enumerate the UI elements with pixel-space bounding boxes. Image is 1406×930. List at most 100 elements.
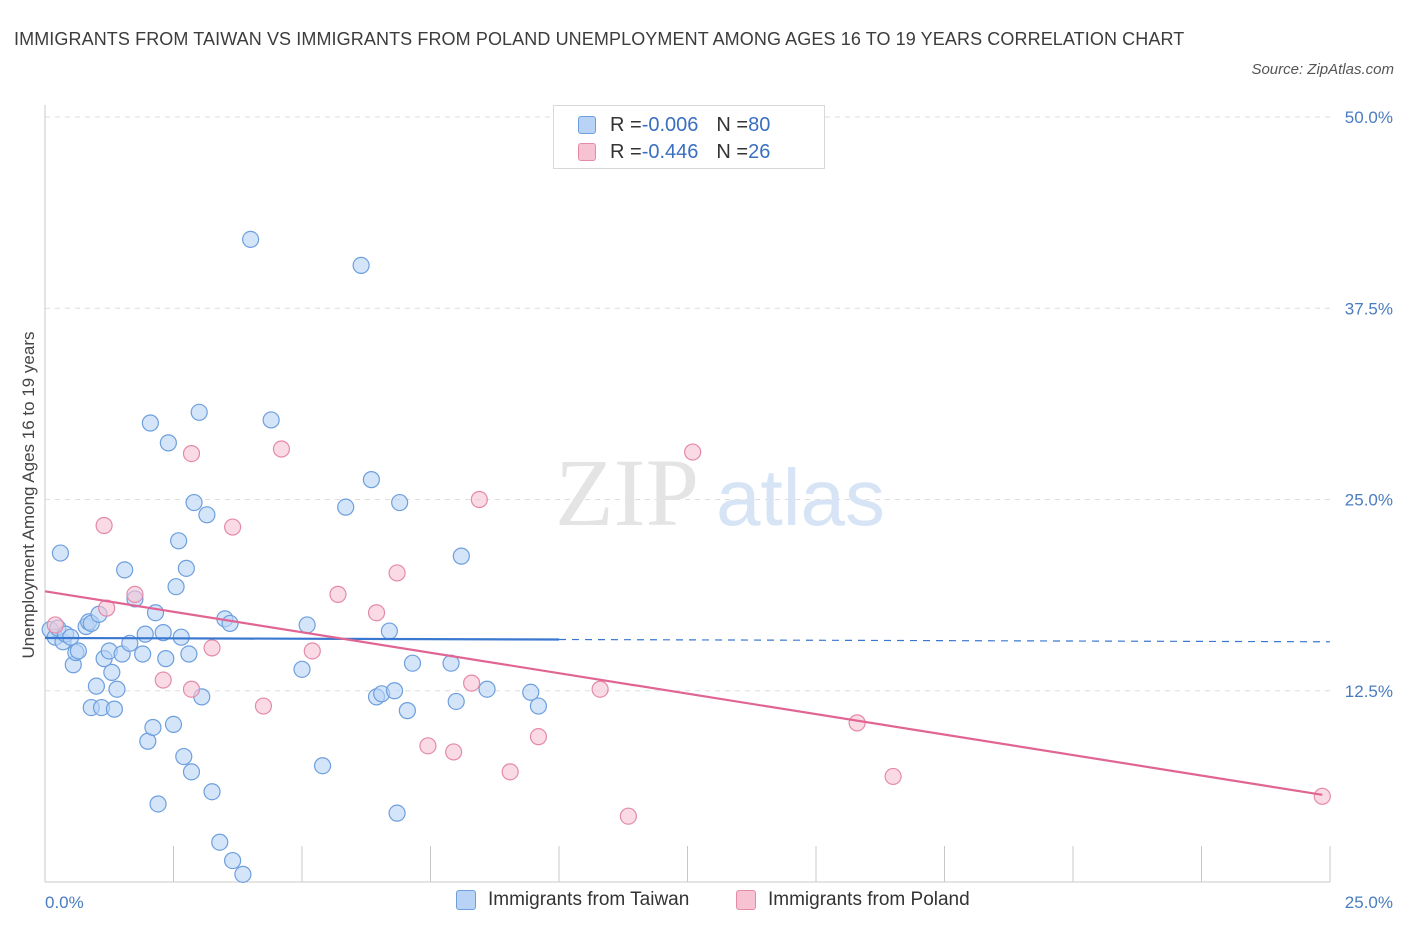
poland-point-14: [388, 564, 406, 582]
poland-point-15: [419, 737, 437, 755]
taiwan-point-58: [313, 757, 332, 775]
grid-lines: [45, 116, 1330, 692]
taiwan-point-3: [51, 544, 70, 562]
taiwan-point-56: [293, 660, 311, 678]
taiwan-point-34: [157, 650, 175, 668]
taiwan-point-51: [221, 614, 239, 633]
taiwan-trend-extension: [558, 638, 1331, 643]
bottom-legend-label-poland: Immigrants from Poland: [768, 889, 970, 910]
taiwan-point-39: [172, 628, 190, 646]
legend-taiwan-r-value: -0.006: [641, 113, 699, 136]
taiwan-point-35: [159, 434, 177, 452]
poland-point-19: [501, 763, 519, 781]
bottom-legend-swatch-taiwan: [456, 890, 476, 910]
legend-taiwan-r-label: R =: [610, 113, 642, 136]
poland-point-13: [367, 604, 386, 622]
trend-lines: [44, 590, 1331, 796]
poland-point-0: [46, 616, 64, 634]
taiwan-point-40: [175, 747, 193, 766]
y-axis-label: Unemployment Among Ages 16 to 19 years: [19, 332, 38, 659]
taiwan-point-43: [182, 763, 201, 781]
poland-point-4: [154, 671, 172, 689]
poland-point-7: [203, 639, 221, 657]
poland-point-10: [272, 440, 291, 458]
taiwan-point-65: [385, 682, 404, 700]
taiwan-point-44: [185, 493, 203, 512]
taiwan-point-71: [447, 692, 465, 711]
watermark-atlas: atlas: [716, 453, 885, 542]
taiwan-point-60: [352, 256, 370, 275]
poland-trend-line: [44, 590, 1323, 796]
poland-point-17: [463, 674, 481, 692]
bottom-legend-poland: Immigrants from Poland: [736, 889, 970, 911]
taiwan-point-48: [203, 783, 221, 801]
taiwan-point-54: [242, 230, 260, 248]
taiwan-point-42: [180, 645, 198, 663]
poland-point-2: [95, 516, 113, 535]
taiwan-point-30: [144, 718, 162, 737]
x-tick-label-1: 25.0%: [1345, 893, 1393, 912]
poland-point-16: [445, 743, 463, 761]
taiwan-point-37: [167, 578, 185, 596]
legend-poland-n-value: 26: [748, 140, 771, 163]
legend-swatch-poland: [578, 143, 596, 161]
taiwan-point-14: [87, 677, 106, 695]
poland-point-5: [182, 445, 201, 463]
taiwan-point-41: [177, 559, 195, 577]
y-tick-label-3: 50.0%: [1345, 108, 1393, 127]
taiwan-point-26: [134, 645, 152, 663]
correlation-legend: R = -0.006 N = 80 R = -0.446 N = 26: [553, 105, 825, 169]
series-poland-points: [46, 440, 1331, 825]
legend-swatch-taiwan: [578, 116, 596, 134]
taiwan-point-20: [105, 700, 123, 718]
legend-poland-n-label: N =: [716, 140, 749, 163]
poland-point-23: [684, 443, 702, 461]
taiwan-point-19: [103, 663, 121, 681]
taiwan-point-67: [391, 493, 409, 512]
poland-point-6: [182, 680, 201, 698]
taiwan-point-27: [136, 625, 154, 643]
taiwan-point-72: [452, 547, 470, 565]
poland-point-3: [126, 585, 144, 603]
taiwan-point-61: [362, 471, 380, 489]
poland-point-20: [529, 728, 548, 746]
taiwan-point-45: [190, 403, 208, 421]
taiwan-point-36: [164, 715, 183, 734]
legend-poland-r-value: -0.446: [641, 140, 699, 163]
taiwan-point-23: [116, 561, 134, 579]
legend-poland-r-label: R =: [610, 140, 642, 163]
taiwan-point-68: [398, 702, 416, 720]
legend-row-taiwan: R = -0.006 N = 80: [578, 112, 770, 138]
taiwan-point-9: [69, 642, 88, 660]
x-tick-label-0: 0.0%: [45, 893, 84, 912]
series-taiwan-points: [41, 230, 548, 883]
taiwan-point-59: [337, 498, 355, 516]
source-label: Source: ZipAtlas.com: [1251, 61, 1394, 78]
taiwan-point-52: [224, 851, 242, 870]
poland-point-21: [591, 680, 609, 698]
bottom-legend-label-taiwan: Immigrants from Taiwan: [488, 889, 690, 910]
taiwan-point-53: [234, 865, 252, 883]
poland-point-26: [1313, 787, 1331, 805]
poland-point-18: [470, 490, 488, 509]
poland-point-11: [303, 642, 321, 660]
axes: [44, 105, 1331, 883]
taiwan-point-29: [141, 414, 159, 432]
legend-taiwan-n-label: N =: [716, 113, 749, 136]
y-tick-label-2: 37.5%: [1345, 299, 1393, 318]
taiwan-point-69: [403, 654, 422, 672]
chart-title: IMMIGRANTS FROM TAIWAN VS IMMIGRANTS FRO…: [14, 29, 1185, 49]
taiwan-point-66: [388, 804, 406, 822]
legend-taiwan-n-value: 80: [748, 113, 771, 136]
taiwan-point-73: [478, 680, 496, 698]
taiwan-point-38: [170, 532, 188, 550]
poland-point-12: [329, 585, 347, 603]
taiwan-point-57: [298, 616, 316, 634]
poland-point-9: [254, 697, 273, 715]
poland-point-8: [224, 518, 242, 536]
legend-row-poland: R = -0.446 N = 26: [578, 139, 770, 165]
taiwan-point-21: [108, 680, 126, 698]
taiwan-point-75: [529, 697, 548, 715]
poland-point-25: [884, 767, 902, 786]
